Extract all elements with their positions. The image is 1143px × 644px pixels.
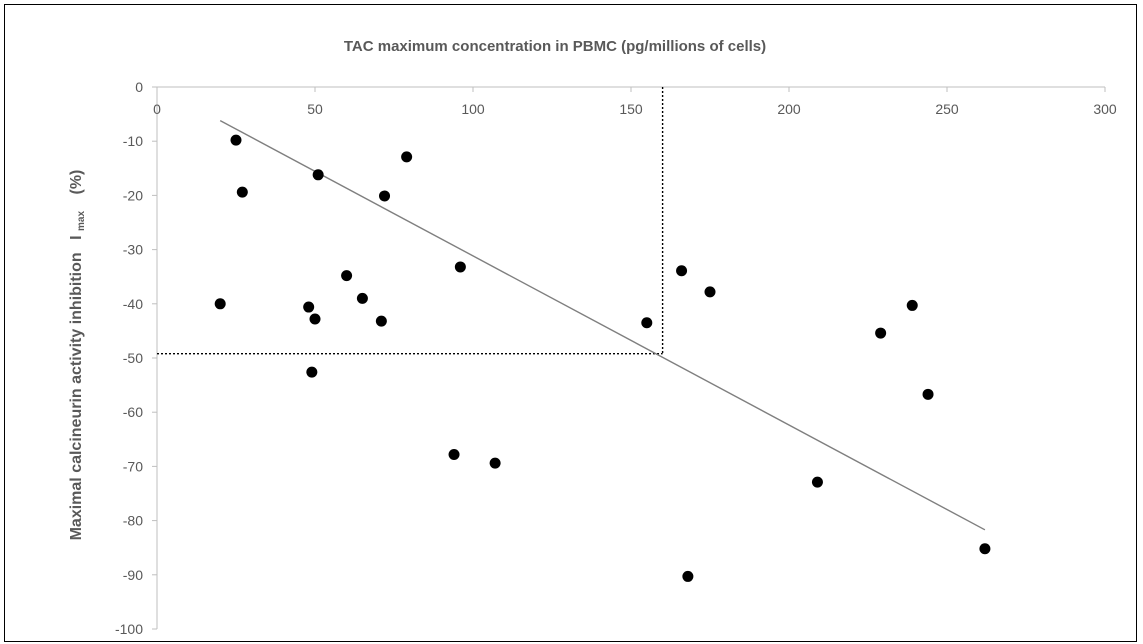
data-point xyxy=(906,299,918,311)
y-tick-label: -40 xyxy=(123,296,143,312)
data-point xyxy=(236,186,248,198)
reference-lines xyxy=(157,87,664,355)
data-point xyxy=(379,190,391,202)
y-axis-label-unit: (%) xyxy=(68,170,85,195)
x-axis: 0 50 100 150 200 250 300 xyxy=(153,86,1117,117)
y-tick-label: -70 xyxy=(123,458,143,474)
data-points xyxy=(214,134,991,582)
data-point xyxy=(875,327,887,339)
chart-frame: TAC maximum concentration in PBMC (pg/mi… xyxy=(4,4,1137,642)
y-tick-label: -50 xyxy=(123,350,143,366)
data-point xyxy=(448,448,460,460)
data-point xyxy=(979,543,991,555)
x-tick-label: 100 xyxy=(461,101,485,117)
data-point xyxy=(811,476,823,488)
trendline-group xyxy=(219,119,986,531)
data-point xyxy=(375,315,387,327)
x-tick-label: 200 xyxy=(777,101,801,117)
x-tick-label: 150 xyxy=(619,101,643,117)
x-tick-label: 300 xyxy=(1093,101,1117,117)
y-axis-label: Maximal calcineurin activity inhibition … xyxy=(68,170,88,541)
y-tick-label: -10 xyxy=(123,133,143,149)
y-tick-label: -20 xyxy=(123,187,143,203)
y-axis-label-symbol: I xyxy=(68,235,85,239)
data-point xyxy=(312,169,324,181)
scatter-chart: TAC maximum concentration in PBMC (pg/mi… xyxy=(68,38,1117,637)
y-axis-label-subscript: max xyxy=(76,211,87,231)
y-tick-label: -90 xyxy=(123,567,143,583)
data-point xyxy=(356,292,368,304)
trendline xyxy=(219,119,986,531)
data-point xyxy=(489,457,501,469)
data-point xyxy=(454,261,466,273)
data-point xyxy=(682,570,694,582)
data-point xyxy=(704,286,716,298)
data-point xyxy=(341,270,353,282)
y-axis-label-main: Maximal calcineurin activity inhibition xyxy=(68,252,85,540)
data-point xyxy=(230,134,242,146)
y-tick-label: 0 xyxy=(135,79,143,95)
data-point xyxy=(401,151,413,163)
x-tick-label: 250 xyxy=(935,101,959,117)
x-tick-label: 0 xyxy=(153,101,161,117)
y-tick-label: -100 xyxy=(115,621,143,637)
y-tick-label: -80 xyxy=(123,513,143,529)
y-tick-label: -30 xyxy=(123,242,143,258)
data-point xyxy=(306,366,318,378)
data-point xyxy=(641,317,653,329)
y-axis: 0 -10 -20 -30 -40 -50 -60 -70 -80 -90 -100 xyxy=(115,79,158,637)
data-point xyxy=(922,388,934,400)
data-point xyxy=(309,313,321,325)
data-point xyxy=(214,298,226,310)
y-tick-label: -60 xyxy=(123,404,143,420)
data-point xyxy=(303,301,315,313)
chart-title: TAC maximum concentration in PBMC (pg/mi… xyxy=(344,38,766,55)
x-tick-label: 50 xyxy=(307,101,323,117)
data-point xyxy=(676,265,688,277)
